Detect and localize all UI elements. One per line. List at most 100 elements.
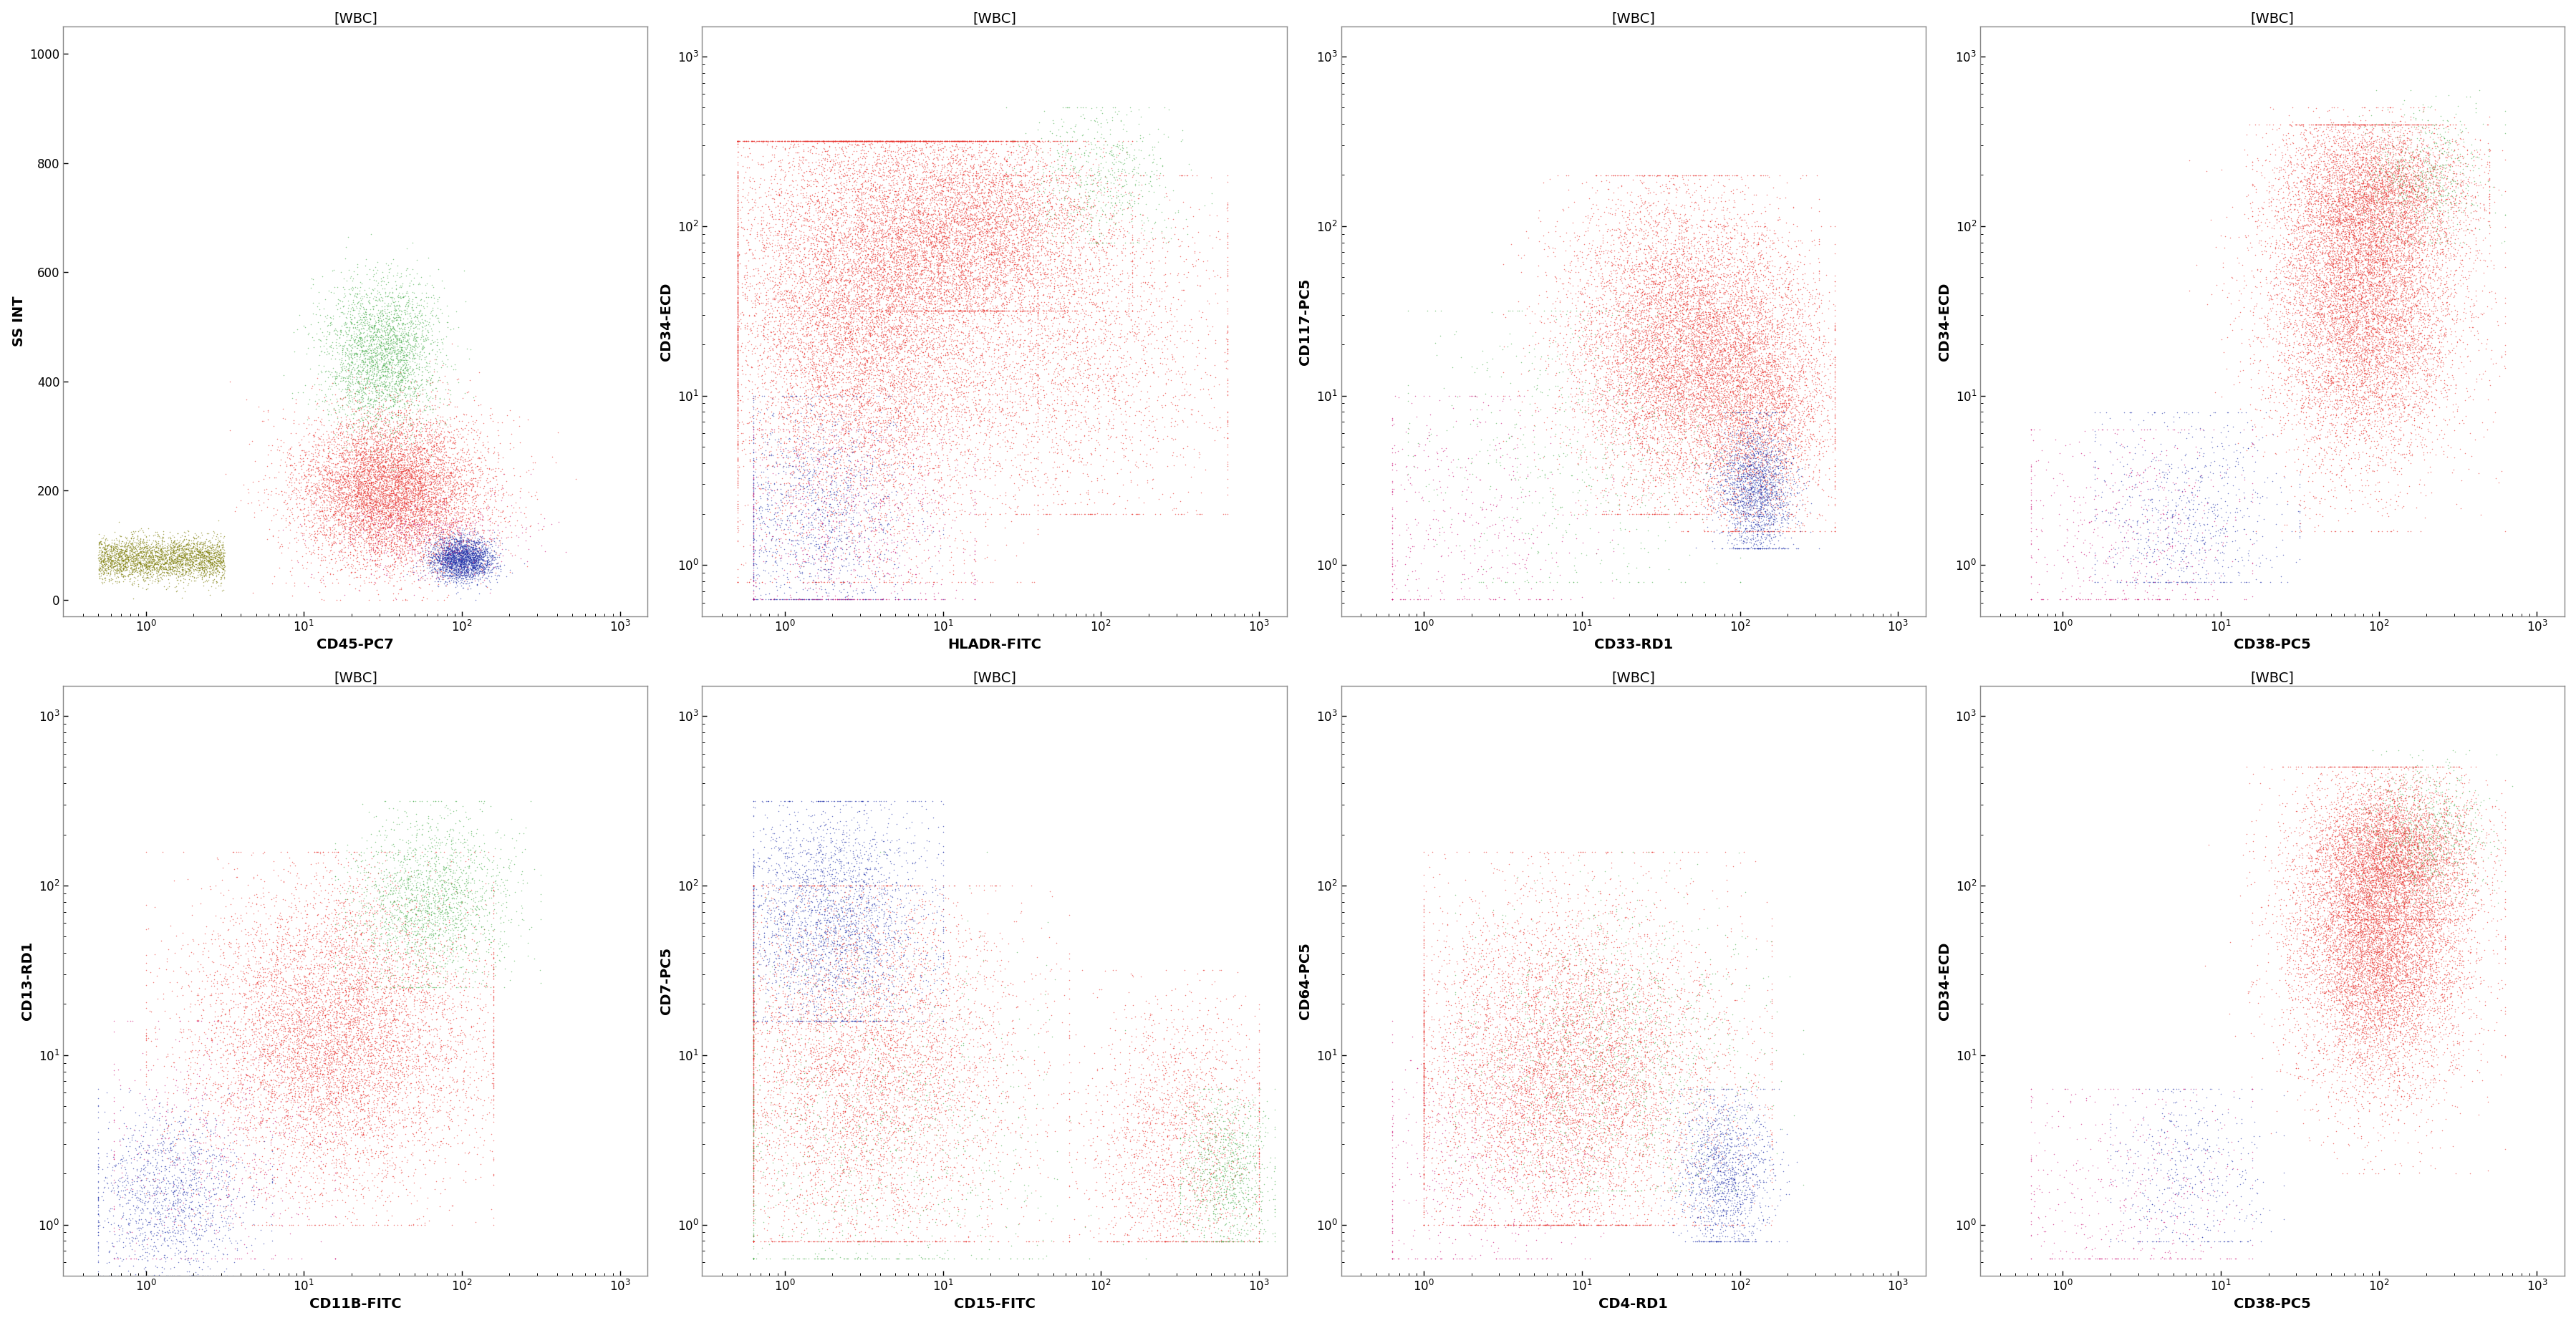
Point [1700,357,1741,378]
Point [1765,344,1806,365]
Point [778,1064,819,1085]
Point [2432,795,2473,816]
Point [1206,434,1247,455]
Point [2391,960,2432,982]
Point [343,429,384,450]
Point [2391,196,2432,217]
Point [799,1070,840,1091]
Point [1793,392,1834,413]
Point [191,1144,232,1166]
Point [1561,1172,1602,1193]
Point [1188,1134,1229,1155]
Point [425,545,466,566]
Point [2298,232,2339,253]
Point [1592,283,1633,304]
Point [337,1009,379,1031]
Point [2151,1134,2192,1155]
Point [1373,1091,1414,1113]
Point [1736,360,1777,381]
Point [811,321,853,343]
Point [866,1230,907,1252]
Point [2391,296,2432,318]
Point [191,548,232,569]
Point [935,325,976,347]
Point [2380,849,2421,871]
Point [2318,327,2360,348]
Point [407,451,448,472]
Point [2344,311,2385,332]
Point [2424,865,2465,886]
Point [2352,909,2393,930]
Point [1713,263,1754,284]
Point [2401,855,2442,876]
Point [343,529,384,550]
Point [224,1089,265,1110]
Point [1759,479,1801,500]
Point [853,365,894,386]
Point [348,351,389,372]
Point [2411,906,2452,927]
Point [2391,205,2432,226]
Point [881,259,922,280]
Point [884,332,925,353]
Point [2442,249,2483,270]
Point [459,540,500,561]
Point [327,1175,368,1196]
Point [386,390,428,411]
Point [2156,1115,2197,1136]
Point [817,1028,858,1049]
Point [430,540,471,561]
Point [1211,1150,1252,1171]
Point [1672,438,1713,459]
Point [716,376,757,397]
Point [2298,277,2339,298]
Point [902,204,943,225]
Point [1587,337,1628,359]
Point [1739,434,1780,455]
Point [2334,935,2375,957]
Point [1528,1056,1569,1077]
Point [1605,419,1646,441]
Point [2277,986,2318,1007]
Point [765,291,806,312]
Point [214,1043,255,1064]
Point [224,1017,265,1039]
Point [786,976,827,998]
Point [1221,1180,1262,1201]
Point [1741,406,1783,427]
Point [1440,1073,1481,1094]
Point [1643,986,1685,1007]
Point [1620,290,1662,311]
Point [2383,864,2424,885]
Point [845,875,886,896]
Point [214,1094,255,1115]
Point [732,982,773,1003]
Point [1007,259,1048,280]
Point [2391,867,2432,888]
Point [185,560,227,581]
Point [157,548,198,569]
Point [925,300,966,321]
Point [1713,515,1754,536]
Point [1556,884,1597,905]
Point [2391,169,2432,191]
Point [2342,960,2383,982]
Point [791,910,832,931]
Point [2362,792,2403,814]
Point [201,546,242,568]
Point [793,845,835,867]
Point [1012,337,1054,359]
Point [1064,410,1105,431]
Point [2285,900,2326,921]
Point [1677,392,1718,413]
Point [183,533,224,554]
Point [914,249,956,270]
Point [1054,390,1095,411]
Point [273,1066,314,1088]
Point [1605,1027,1646,1048]
Point [1193,1195,1234,1216]
Point [2391,872,2432,893]
Point [744,925,786,946]
Point [116,1212,157,1233]
Point [1090,410,1131,431]
